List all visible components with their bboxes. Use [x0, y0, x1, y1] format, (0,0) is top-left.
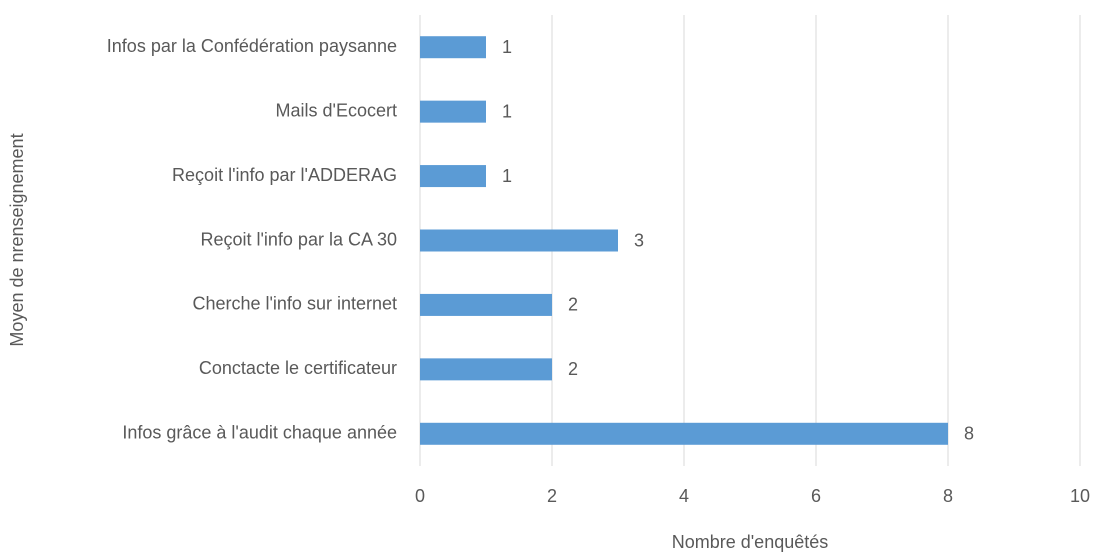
data-label: 3 [634, 230, 644, 250]
x-axis-title: Nombre d'enquêtés [672, 532, 829, 552]
y-tick-label: Reçoit l'info par la CA 30 [200, 229, 397, 249]
x-tick-label: 0 [415, 486, 425, 506]
y-tick-label: Mails d'Ecocert [276, 100, 397, 120]
x-tick-label: 2 [547, 486, 557, 506]
bar [420, 229, 618, 252]
bar [420, 165, 486, 188]
bar [420, 293, 552, 316]
y-tick-label: Conctacte le certificateur [199, 358, 397, 378]
bar [420, 36, 486, 59]
x-tick-label: 8 [943, 486, 953, 506]
bar [420, 422, 948, 445]
y-tick-label: Infos par la Confédération paysanne [107, 36, 397, 56]
y-tick-label: Reçoit l'info par l'ADDERAG [172, 165, 397, 185]
y-tick-label: Cherche l'info sur internet [192, 294, 397, 314]
data-label: 1 [502, 101, 512, 121]
x-tick-label: 4 [679, 486, 689, 506]
bar [420, 100, 486, 123]
data-label: 8 [964, 424, 974, 444]
y-tick-label: Infos grâce à l'audit chaque année [122, 423, 397, 443]
x-tick-label: 10 [1070, 486, 1090, 506]
data-label: 1 [502, 37, 512, 57]
data-label: 2 [568, 359, 578, 379]
x-tick-label: 6 [811, 486, 821, 506]
bar [420, 358, 552, 381]
data-label: 1 [502, 166, 512, 186]
y-axis-title: Moyen de nrenseignement [7, 133, 27, 346]
data-label: 2 [568, 295, 578, 315]
